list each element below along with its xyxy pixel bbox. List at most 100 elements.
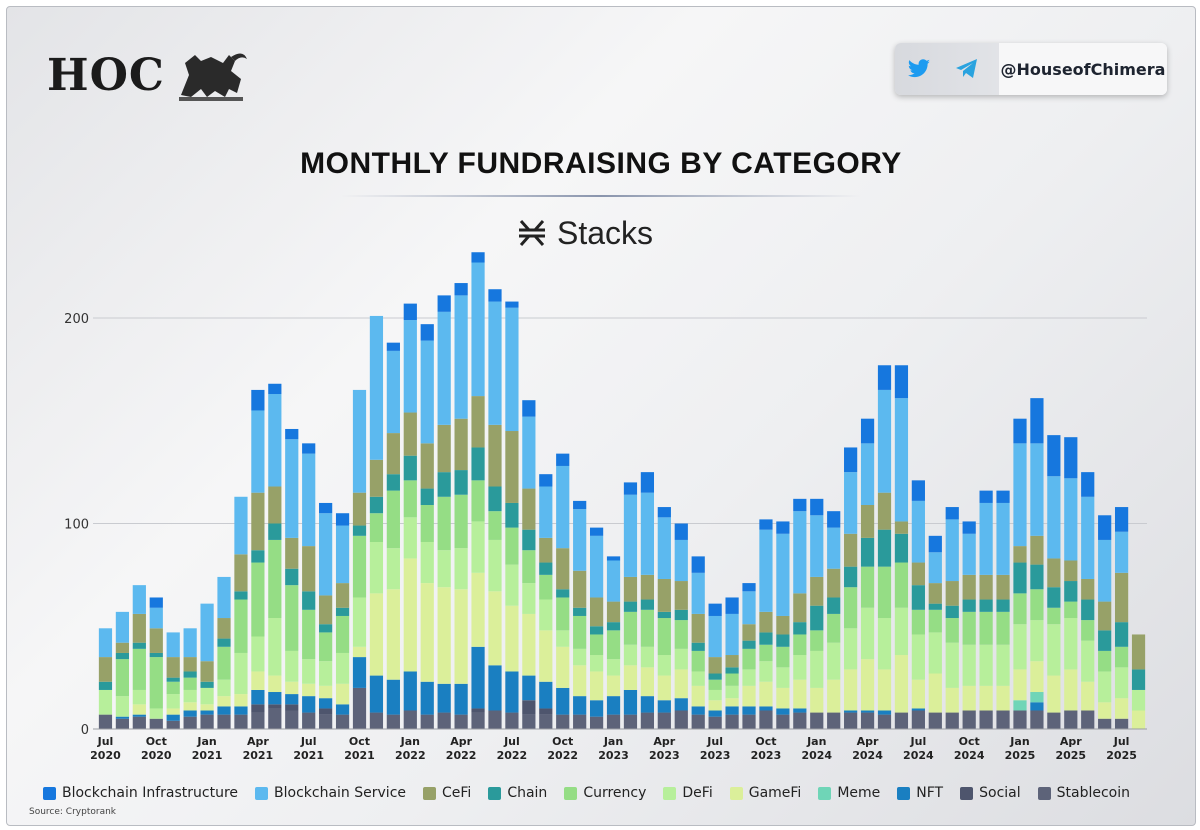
bar-segment (1013, 443, 1027, 547)
bar-segment (437, 424, 451, 473)
bar-segment (759, 706, 773, 711)
bar-segment (166, 632, 180, 658)
bar-segment (386, 490, 400, 549)
bar-segment (268, 539, 282, 619)
bar-segment (979, 502, 993, 575)
bar-segment (708, 679, 722, 690)
bar-segment (674, 539, 688, 582)
x-tick-month: Jul (300, 735, 317, 748)
bar-segment (437, 311, 451, 425)
bar-segment (251, 712, 265, 729)
bar-segment (894, 655, 909, 713)
bar-segment (1114, 622, 1129, 647)
bar-segment (657, 618, 671, 656)
bar-segment (827, 679, 841, 713)
bar-segment (268, 704, 282, 709)
bar-segment (454, 470, 468, 495)
bar-segment (606, 696, 621, 715)
bar-segment (251, 636, 265, 672)
bar-segment (352, 492, 367, 526)
bar-segment (640, 472, 655, 493)
bar-segment (522, 583, 536, 614)
bar-segment (674, 620, 688, 649)
bar-segment (183, 716, 197, 729)
bar-segment (573, 665, 587, 697)
bar-segment (200, 704, 214, 711)
bar-segment (1030, 398, 1044, 444)
bar-segment (1013, 669, 1027, 701)
bar-segment (691, 613, 705, 643)
bar-segment (1030, 443, 1044, 536)
x-tick-year: 2021 (192, 749, 223, 762)
x-tick-year: 2024 (852, 749, 883, 762)
bar-segment (725, 655, 739, 668)
bar-segment (183, 702, 197, 711)
bar-segment (996, 644, 1010, 686)
bar-segment (132, 642, 146, 649)
y-tick-label: 0 (81, 723, 89, 738)
bar-segment (149, 597, 163, 608)
bar-segment (911, 679, 925, 709)
bar-segment (234, 599, 248, 653)
bar-segment (742, 583, 756, 592)
bar-segment (1047, 712, 1061, 729)
bar-segment (556, 630, 570, 647)
bar-segment (522, 700, 536, 715)
x-tick-month: Apr (247, 735, 269, 748)
bar-segment (234, 496, 248, 555)
bar-segment (115, 718, 130, 730)
bar-segment (149, 628, 163, 653)
bar-segment (573, 509, 587, 571)
bar-segment (149, 657, 163, 709)
bar-segment (928, 552, 942, 584)
bar-segment (776, 521, 790, 534)
bar-segment (691, 671, 705, 686)
bar-segment (454, 683, 468, 715)
bar-segment (183, 628, 197, 658)
bar-segment (844, 628, 858, 670)
bar-segment (573, 714, 587, 730)
bar-segment (1047, 624, 1061, 676)
legend-swatch (960, 786, 974, 800)
legend-swatch (423, 786, 436, 800)
bar-segment (979, 574, 993, 600)
legend-label: GameFi (748, 785, 802, 801)
bar-segment (369, 496, 384, 514)
bar-segment (1081, 620, 1095, 641)
bar-segment (877, 714, 892, 730)
bar-segment (149, 652, 163, 658)
bar-segment (234, 554, 248, 592)
legend-swatch (1037, 786, 1051, 800)
bar-segment (98, 714, 113, 730)
bar-segment (1013, 418, 1027, 444)
bar-segment (691, 572, 705, 614)
bar-segment (877, 618, 892, 670)
bar-segment (1013, 700, 1027, 711)
bar-segment (268, 618, 282, 676)
bar-segment (945, 605, 959, 619)
bar-segment (894, 607, 909, 656)
bar-segment (437, 496, 451, 551)
bar-segment (911, 710, 925, 729)
bar-segment (1081, 496, 1095, 579)
bar-segment (1030, 535, 1044, 565)
bar-segment (623, 601, 638, 612)
bar-segment (657, 578, 671, 612)
x-tick-year: 2023 (649, 749, 680, 762)
bar-segment (166, 694, 180, 709)
bar-segment (793, 679, 807, 709)
bar-segment (505, 431, 519, 503)
bar-segment (285, 694, 299, 705)
social-handle[interactable]: @HouseofChimera (999, 43, 1167, 95)
bar-segment (928, 712, 942, 729)
twitter-icon[interactable] (895, 43, 943, 95)
bar-segment (268, 708, 282, 729)
bar-segment (979, 611, 993, 645)
bar-segment (403, 455, 417, 481)
legend-swatch (897, 786, 911, 800)
bar-segment (1013, 546, 1027, 563)
x-tick-year: 2025 (1055, 749, 1086, 762)
bar-segment (589, 655, 604, 672)
bar-segment (386, 342, 400, 351)
telegram-icon[interactable] (943, 43, 991, 95)
